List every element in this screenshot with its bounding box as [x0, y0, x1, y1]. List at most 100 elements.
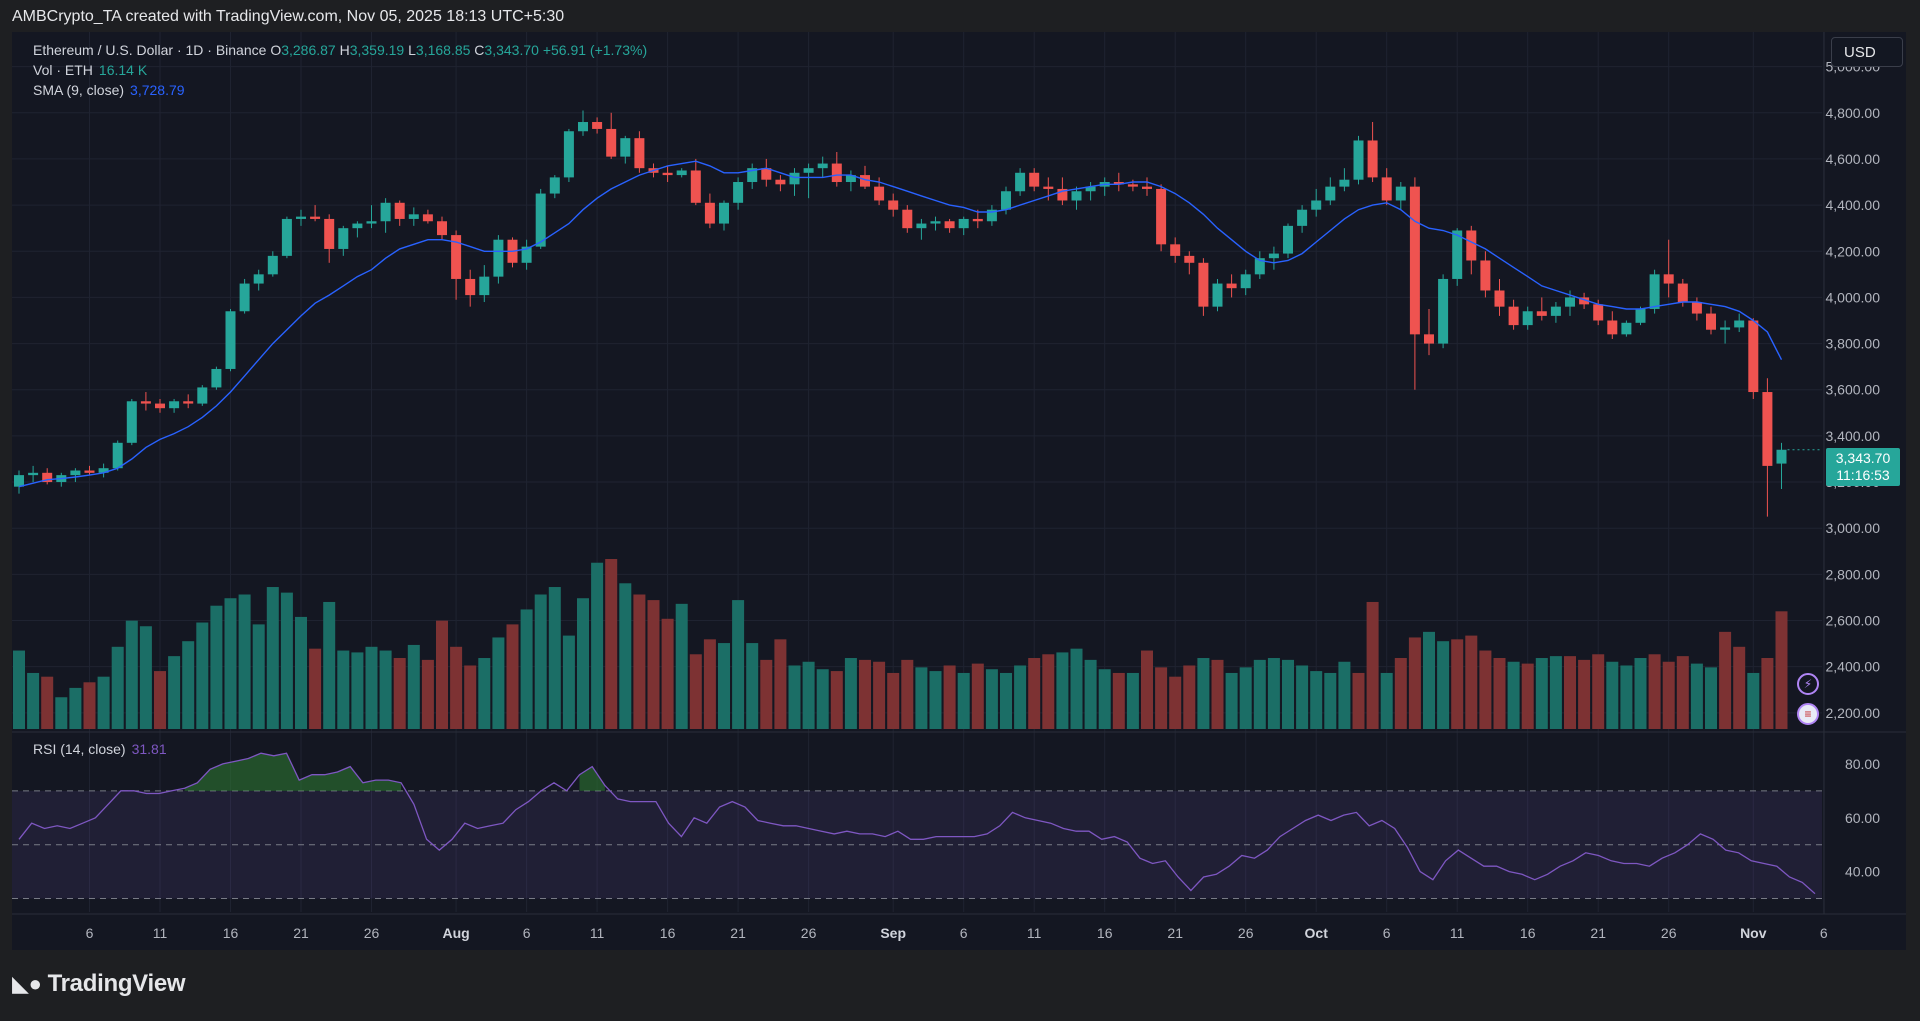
flash-icon[interactable]: ⚡	[1797, 673, 1819, 695]
candle-body	[1452, 230, 1463, 279]
volume-bar	[1733, 646, 1746, 729]
legend-rsi-label[interactable]: RSI (14, close)	[33, 741, 126, 757]
candle-body	[916, 223, 927, 229]
candle-body	[42, 472, 53, 483]
candle-body	[1395, 186, 1406, 201]
candle-body	[1776, 449, 1787, 464]
volume-bar	[210, 605, 223, 729]
volume-bar	[1324, 672, 1337, 729]
volume-bar	[1225, 672, 1238, 729]
candle-body	[1198, 262, 1209, 307]
price-tick-label: 3,400.00	[1826, 428, 1881, 444]
legend-symbol[interactable]: Ethereum / U.S. Dollar · 1D · Binance	[33, 42, 267, 58]
candle-body	[902, 209, 913, 229]
volume-bar	[1535, 658, 1548, 729]
volume-bar	[534, 594, 547, 729]
time-tick-label: 21	[730, 925, 746, 941]
volume-bar	[1507, 661, 1520, 729]
volume-bar	[69, 687, 82, 729]
volume-bar	[1211, 659, 1224, 729]
candle-body	[1508, 306, 1519, 326]
volume-bar	[125, 620, 138, 729]
volume-bar	[1056, 652, 1069, 729]
candle-body	[1494, 290, 1505, 307]
volume-bar	[901, 659, 914, 729]
candle-body	[14, 475, 24, 487]
volume-bar	[1000, 672, 1012, 729]
candle-body	[1311, 200, 1322, 210]
candle-body	[578, 122, 588, 132]
volume-bar	[760, 659, 773, 729]
legend-volume-label[interactable]: Vol · ETH	[33, 62, 93, 78]
volume-bar	[746, 643, 759, 729]
time-tick-label: 26	[1238, 925, 1254, 941]
volume-bar	[1451, 639, 1464, 729]
volume-bar	[1267, 658, 1280, 729]
volume-bar	[13, 650, 25, 729]
candle-body	[1043, 186, 1054, 189]
candle-body	[1001, 191, 1011, 210]
volume-bar	[83, 682, 96, 729]
volume-bar	[1197, 658, 1210, 729]
price-tick-label: 3,000.00	[1826, 520, 1881, 536]
volume-bar	[295, 616, 307, 729]
tradingview-brand[interactable]: ◣● TradingView	[12, 970, 186, 998]
candle-body	[1071, 191, 1082, 201]
candle-body	[874, 186, 885, 201]
candle-body	[1142, 186, 1152, 189]
candle-body	[155, 403, 165, 409]
candle-body	[803, 168, 814, 173]
chart-frame[interactable]: 2,200.00 2,400.00 2,600.00 2,800.00 3,000.00…	[12, 32, 1906, 950]
volume-bar	[718, 643, 730, 729]
volume-bar	[365, 646, 378, 729]
candle-body	[761, 168, 772, 180]
candle-body	[1254, 258, 1265, 275]
candle-body	[70, 470, 81, 476]
volume-bar	[591, 562, 604, 729]
volume-bar	[732, 600, 745, 729]
legend-volume-row: Vol · ETH 16.14 K	[33, 62, 147, 78]
volume-bar	[873, 661, 886, 729]
legend-sma-label[interactable]: SMA (9, close)	[33, 82, 125, 98]
candle-body	[719, 202, 729, 224]
candle-body	[1663, 274, 1674, 284]
volume-bar	[1366, 601, 1379, 729]
candle-body	[479, 276, 490, 296]
price-tick-label: 2,200.00	[1826, 705, 1881, 721]
time-tick-label: 11	[590, 925, 605, 941]
time-tick-label: 21	[1167, 925, 1183, 941]
volume-bar	[957, 672, 970, 729]
candle-body	[352, 223, 363, 229]
candle-body	[1353, 140, 1364, 180]
volume-bar	[1620, 665, 1633, 729]
us-flag-icon[interactable]: ≡	[1797, 703, 1819, 725]
chart-canvas[interactable]: 2,200.00 2,400.00 2,600.00 2,800.00 3,000.00…	[12, 32, 1906, 950]
volume-bar	[689, 654, 702, 729]
volume-bar	[1070, 648, 1083, 729]
candle-body	[422, 214, 433, 222]
candle-body	[140, 401, 151, 404]
candle-body	[1409, 186, 1420, 335]
volume-bar	[1719, 631, 1732, 729]
sma-line	[18, 160, 1783, 488]
volume-bar	[915, 667, 928, 729]
volume-bar	[27, 672, 40, 729]
candle-body	[1113, 182, 1124, 185]
candle-body	[112, 442, 123, 469]
volume-bar	[1169, 676, 1182, 729]
candle-body	[1029, 172, 1040, 187]
time-tick-label: 6	[960, 925, 968, 941]
price-tick-label: 4,400.00	[1826, 197, 1881, 213]
rsi-overbought-fill	[184, 753, 402, 791]
price-tick-label: 2,600.00	[1826, 613, 1881, 629]
candle-body	[1720, 327, 1731, 330]
chart-caption: AMBCrypto_TA created with TradingView.co…	[12, 8, 565, 25]
legend-sma-value: 3,728.79	[130, 82, 185, 98]
candle-body	[225, 311, 236, 369]
volume-bar	[1705, 667, 1717, 729]
volume-bar	[492, 637, 505, 729]
price-tick-label: 3,600.00	[1826, 382, 1881, 398]
currency-button[interactable]: USD	[1831, 37, 1903, 67]
volume-bar	[436, 620, 448, 729]
price-tick-label: 4,600.00	[1826, 151, 1881, 167]
